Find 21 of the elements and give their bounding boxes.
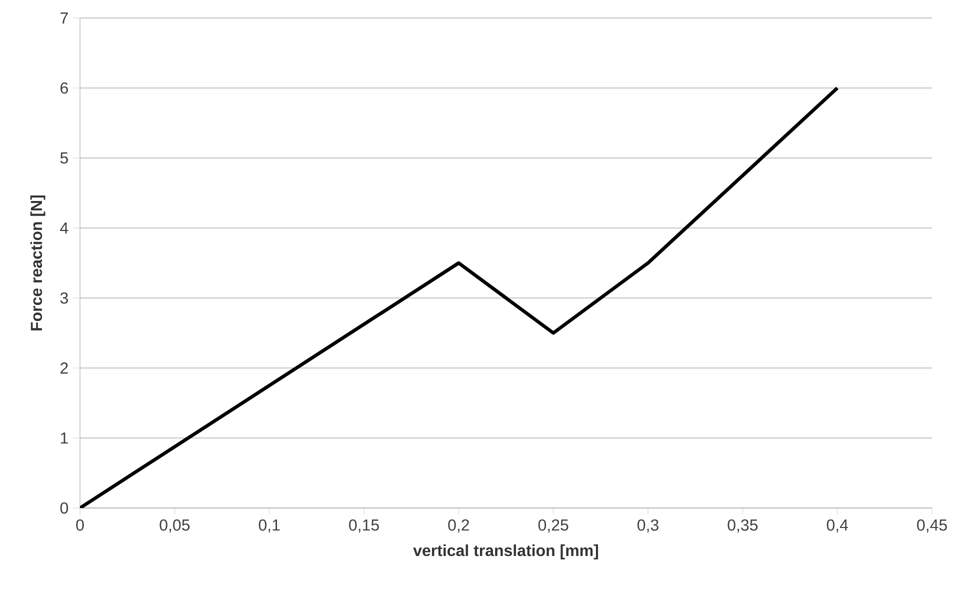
x-tick-label: 0,45: [917, 519, 947, 533]
y-tick-label: 7: [60, 12, 68, 24]
x-tick-label: 0,35: [728, 519, 758, 533]
y-tick-label: 3: [60, 292, 68, 304]
x-tick-label: 0,3: [638, 519, 658, 533]
line-series: [80, 86, 840, 508]
x-tick-label: 0: [76, 519, 84, 531]
x-tick-label: 0,15: [349, 519, 379, 533]
y-tick-label: 2: [60, 362, 68, 374]
y-tick-label: 4: [60, 222, 68, 234]
x-tick-label: 0,1: [258, 519, 280, 533]
y-tick-label: 1: [60, 432, 68, 444]
x-tick-label: 0,25: [538, 519, 568, 533]
y-tick-label: 6: [60, 82, 68, 94]
x-tick-label: 0,05: [160, 519, 190, 533]
x-tick-label: 0,4: [826, 519, 848, 533]
y-tick-label: 5: [60, 152, 68, 164]
y-tick-label: 0: [60, 502, 68, 514]
y-axis-title: Force reaction [N]: [30, 195, 46, 330]
x-axis-title: vertical translation [mm]: [413, 544, 598, 560]
x-tick-label: 0,2: [448, 519, 469, 533]
